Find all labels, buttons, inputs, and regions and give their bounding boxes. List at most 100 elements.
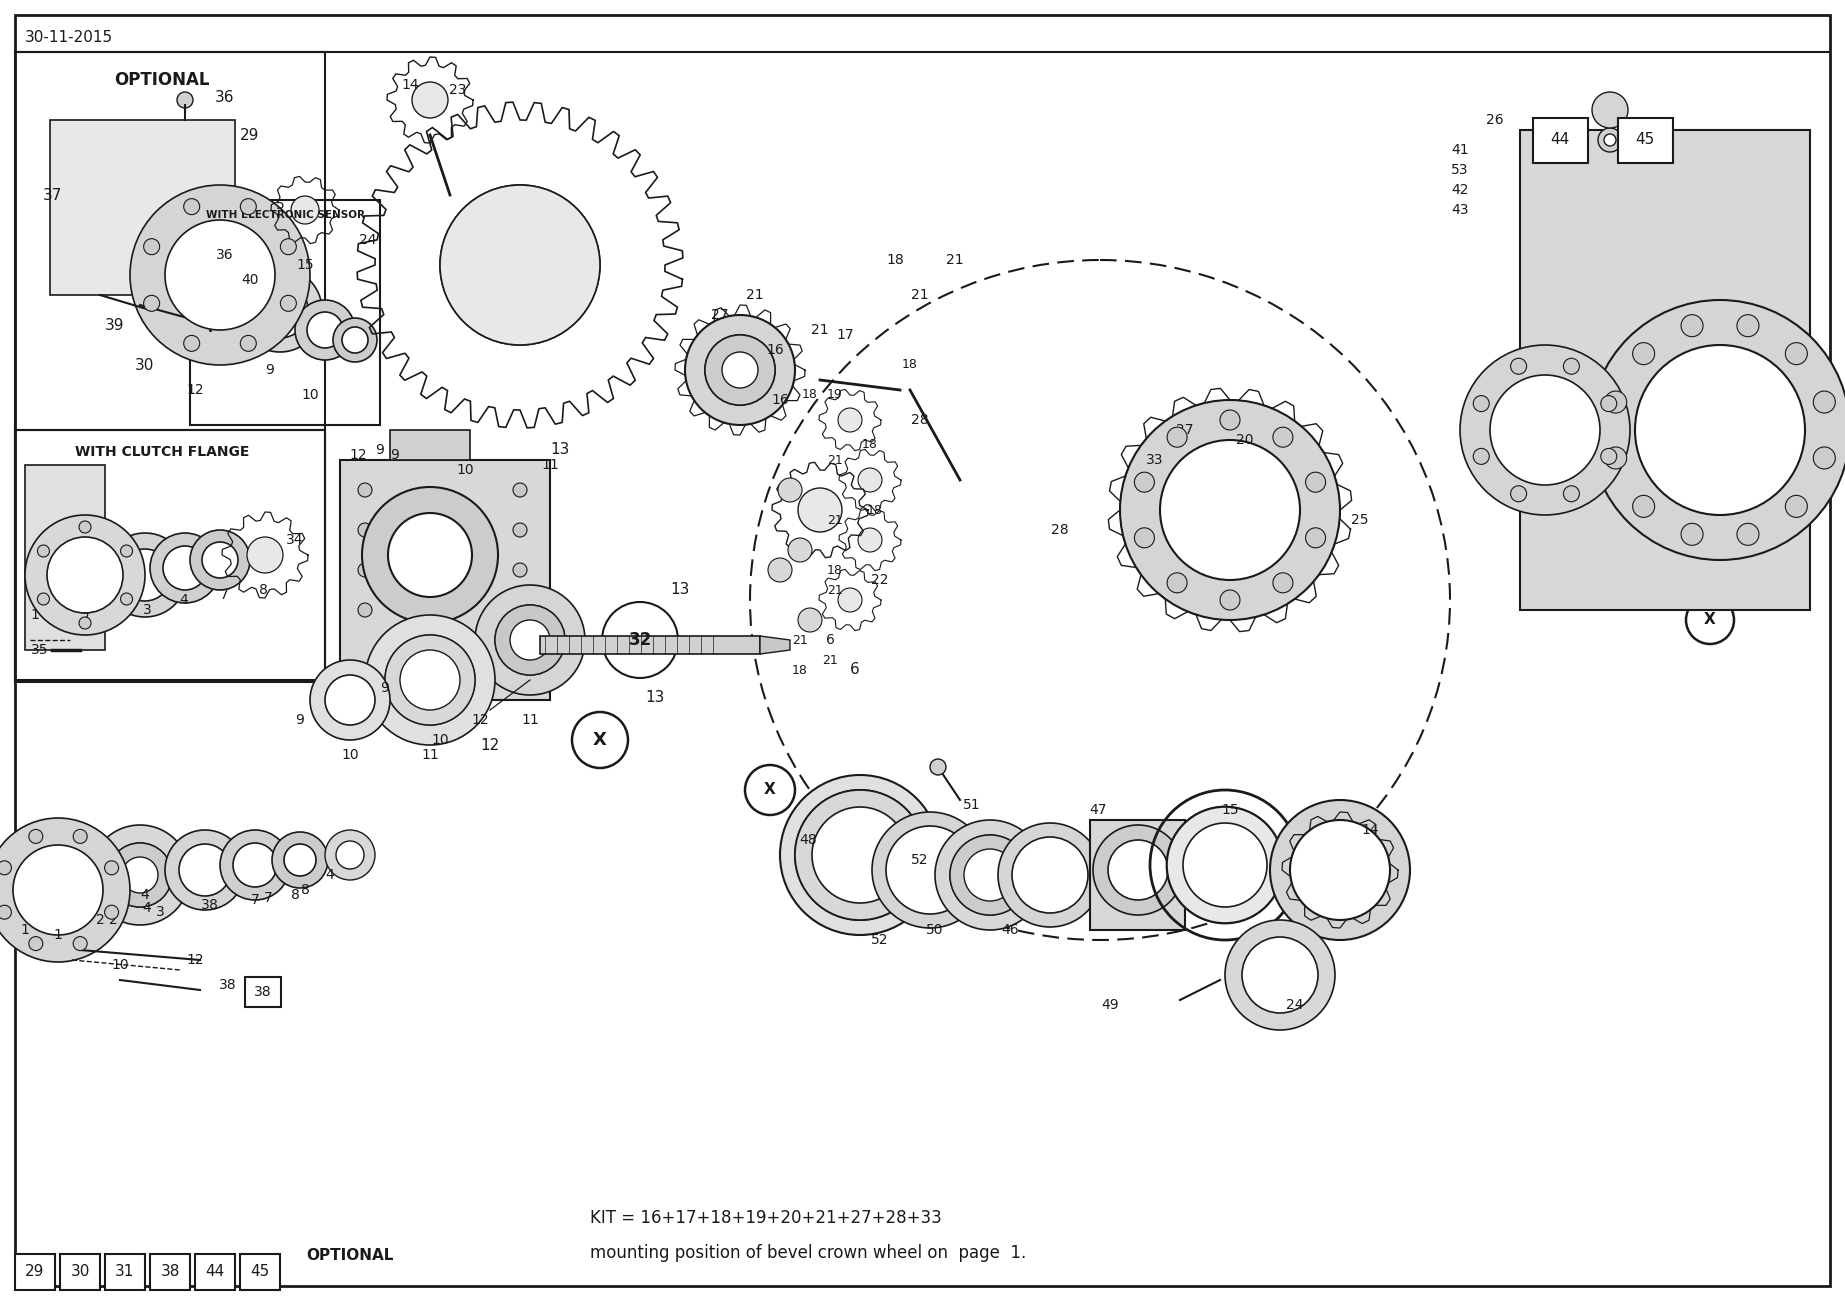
- Text: 51: 51: [963, 798, 982, 812]
- Text: 53: 53: [1452, 163, 1469, 177]
- Text: 32: 32: [629, 631, 651, 649]
- Circle shape: [295, 301, 354, 360]
- Text: 45: 45: [1635, 133, 1655, 147]
- Circle shape: [1668, 379, 1771, 481]
- Circle shape: [109, 843, 172, 907]
- Text: 3: 3: [201, 898, 208, 912]
- Text: 1: 1: [31, 608, 39, 622]
- Circle shape: [788, 539, 812, 562]
- Text: 43: 43: [1452, 203, 1469, 217]
- Circle shape: [109, 843, 172, 907]
- Circle shape: [795, 790, 924, 920]
- Circle shape: [1273, 572, 1293, 593]
- Circle shape: [1092, 825, 1183, 915]
- Circle shape: [1220, 410, 1240, 431]
- Circle shape: [1633, 496, 1655, 518]
- Circle shape: [1168, 807, 1282, 922]
- Text: 16: 16: [766, 343, 784, 356]
- Circle shape: [721, 353, 758, 388]
- Text: 19: 19: [827, 389, 843, 402]
- Circle shape: [1511, 485, 1526, 502]
- Bar: [389, 431, 470, 461]
- Circle shape: [164, 830, 245, 909]
- Circle shape: [196, 250, 245, 301]
- Circle shape: [365, 615, 494, 745]
- Circle shape: [494, 605, 565, 675]
- Circle shape: [13, 846, 103, 935]
- Circle shape: [1786, 342, 1808, 364]
- Circle shape: [271, 833, 328, 889]
- Text: 14: 14: [1362, 824, 1378, 837]
- Text: 30: 30: [135, 358, 155, 372]
- Text: 35: 35: [31, 643, 48, 657]
- Circle shape: [162, 546, 207, 589]
- Circle shape: [1603, 134, 1616, 146]
- Circle shape: [1184, 464, 1275, 556]
- Text: WITH ELECTRONIC SENSOR: WITH ELECTRONIC SENSOR: [205, 209, 365, 220]
- Text: 46: 46: [1002, 922, 1018, 937]
- Text: 3: 3: [142, 602, 151, 617]
- Circle shape: [1592, 92, 1627, 127]
- Bar: [1090, 820, 1184, 930]
- Circle shape: [0, 905, 11, 920]
- Circle shape: [1736, 315, 1758, 337]
- Text: 30: 30: [70, 1265, 90, 1279]
- Circle shape: [873, 812, 989, 928]
- Circle shape: [30, 830, 42, 843]
- Circle shape: [387, 513, 472, 597]
- Circle shape: [1459, 345, 1629, 515]
- Circle shape: [513, 523, 528, 537]
- Circle shape: [572, 712, 627, 768]
- Circle shape: [386, 635, 474, 725]
- Text: 8: 8: [258, 583, 268, 597]
- Circle shape: [144, 238, 161, 255]
- Text: 9: 9: [266, 363, 275, 377]
- Circle shape: [362, 487, 498, 623]
- Circle shape: [1306, 528, 1325, 548]
- Circle shape: [1563, 485, 1579, 502]
- Text: 16: 16: [771, 393, 790, 407]
- Text: 24: 24: [1286, 998, 1304, 1012]
- Circle shape: [105, 861, 118, 874]
- Text: WITH CLUTCH FLANGE: WITH CLUTCH FLANGE: [76, 445, 249, 459]
- Circle shape: [799, 488, 841, 532]
- Circle shape: [439, 185, 600, 345]
- Circle shape: [181, 235, 260, 315]
- Circle shape: [30, 863, 87, 919]
- Circle shape: [325, 675, 375, 725]
- Text: 38: 38: [161, 1265, 179, 1279]
- Text: 9: 9: [380, 680, 389, 695]
- Circle shape: [998, 824, 1101, 928]
- Circle shape: [37, 593, 50, 605]
- Text: 12: 12: [186, 382, 203, 397]
- Text: 27: 27: [1177, 423, 1194, 437]
- Circle shape: [184, 199, 199, 215]
- Bar: [1618, 117, 1673, 163]
- Text: 10: 10: [111, 958, 129, 972]
- Text: 18: 18: [792, 664, 808, 677]
- Text: 50: 50: [926, 922, 945, 937]
- Circle shape: [858, 468, 882, 492]
- Circle shape: [1590, 301, 1845, 559]
- Circle shape: [284, 844, 315, 876]
- Text: 34: 34: [286, 533, 304, 546]
- Circle shape: [0, 861, 11, 874]
- Text: 13: 13: [646, 691, 664, 705]
- Circle shape: [122, 857, 159, 892]
- Circle shape: [795, 790, 924, 920]
- Text: 48: 48: [799, 833, 817, 847]
- Text: 21: 21: [946, 252, 963, 267]
- Text: 7: 7: [264, 891, 273, 905]
- Circle shape: [509, 621, 550, 660]
- Text: 11: 11: [520, 713, 539, 727]
- Circle shape: [1269, 800, 1410, 941]
- Circle shape: [1168, 807, 1282, 922]
- Text: 28: 28: [911, 412, 928, 427]
- Text: 15: 15: [1221, 803, 1238, 817]
- Text: 18: 18: [803, 389, 817, 402]
- Circle shape: [118, 549, 172, 601]
- Circle shape: [1120, 399, 1339, 621]
- Text: KIT = 16+17+18+19+20+21+27+28+33: KIT = 16+17+18+19+20+21+27+28+33: [590, 1209, 941, 1227]
- Text: 31: 31: [114, 1265, 135, 1279]
- Circle shape: [950, 835, 1030, 915]
